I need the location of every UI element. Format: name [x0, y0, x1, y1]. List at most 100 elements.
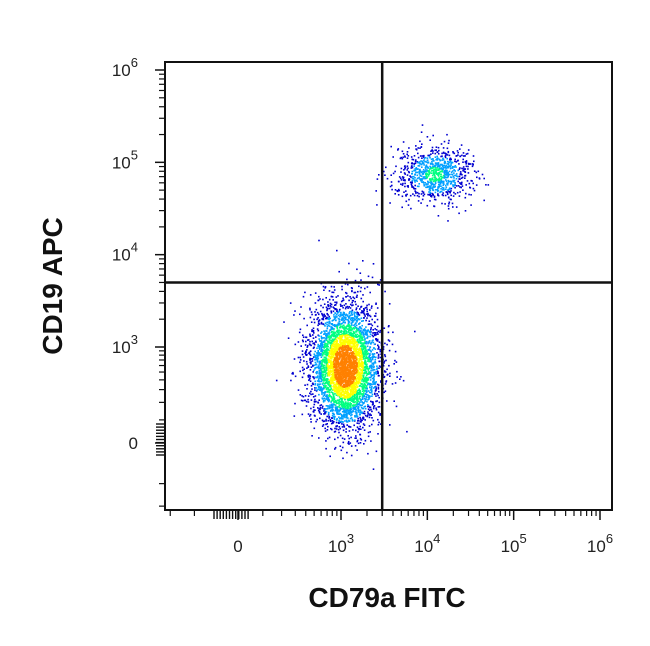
- event-point: [325, 420, 327, 422]
- event-point: [456, 150, 459, 152]
- event-point: [315, 308, 318, 311]
- event-point: [318, 411, 321, 413]
- event-point: [333, 431, 336, 433]
- event-point: [415, 179, 417, 181]
- event-point: [321, 425, 324, 427]
- event-point: [379, 414, 381, 416]
- event-point: [338, 324, 341, 326]
- event-point: [317, 365, 320, 367]
- event-point: [333, 328, 335, 330]
- event-point: [421, 190, 424, 193]
- event-point: [352, 429, 354, 431]
- event-point: [318, 372, 321, 374]
- event-point: [401, 206, 403, 209]
- event-point: [362, 402, 365, 404]
- event-point: [345, 431, 347, 433]
- event-point: [378, 365, 381, 367]
- event-point: [328, 350, 330, 352]
- event-point: [333, 289, 336, 291]
- event-point: [322, 375, 324, 378]
- event-point: [340, 417, 342, 420]
- event-point: [302, 369, 304, 372]
- event-point: [326, 323, 328, 326]
- event-point: [379, 350, 382, 353]
- event-point: [452, 151, 454, 153]
- event-point: [361, 320, 363, 322]
- event-point: [359, 442, 362, 444]
- event-point: [368, 398, 370, 400]
- event-point: [363, 406, 366, 408]
- event-point: [335, 375, 338, 378]
- event-point: [364, 358, 366, 360]
- event-point: [371, 340, 374, 342]
- event-point: [359, 401, 361, 404]
- event-point: [290, 379, 292, 382]
- event-point: [329, 302, 332, 305]
- event-point: [357, 417, 359, 420]
- event-point: [303, 368, 305, 370]
- event-point: [343, 326, 346, 328]
- event-point: [428, 191, 430, 193]
- event-point: [334, 372, 336, 374]
- event-point: [344, 345, 347, 347]
- event-point: [357, 341, 359, 344]
- event-point: [323, 351, 325, 353]
- event-point: [462, 152, 465, 154]
- event-point: [410, 183, 413, 186]
- event-point: [319, 354, 322, 357]
- event-point: [344, 318, 347, 320]
- event-point: [323, 330, 326, 333]
- event-point: [371, 401, 374, 403]
- event-point: [326, 345, 328, 348]
- event-point: [323, 343, 325, 346]
- event-point: [332, 393, 335, 396]
- event-point: [346, 380, 348, 382]
- event-point: [428, 154, 431, 157]
- event-point: [362, 380, 365, 383]
- event-point: [458, 178, 460, 180]
- event-point: [377, 355, 380, 357]
- event-point: [337, 428, 340, 431]
- event-point: [389, 375, 391, 377]
- event-point: [333, 385, 335, 387]
- event-point: [376, 318, 379, 321]
- event-point: [316, 380, 319, 382]
- event-point: [346, 341, 348, 344]
- event-point: [349, 383, 351, 385]
- event-point: [354, 326, 356, 329]
- event-point: [454, 182, 456, 184]
- event-point: [355, 353, 358, 356]
- event-point: [360, 412, 363, 414]
- event-point: [329, 353, 331, 355]
- event-point: [367, 452, 369, 455]
- event-point: [371, 305, 373, 307]
- event-point: [370, 440, 372, 442]
- event-point: [305, 405, 308, 407]
- event-point: [335, 428, 338, 430]
- event-point: [349, 334, 351, 336]
- event-point: [326, 415, 328, 418]
- event-point: [347, 319, 350, 321]
- event-point: [317, 317, 319, 319]
- event-point: [337, 370, 340, 373]
- event-point: [310, 362, 312, 365]
- event-point: [346, 421, 349, 423]
- event-point: [321, 391, 323, 393]
- event-point: [319, 366, 321, 368]
- event-point: [372, 380, 375, 382]
- event-point: [299, 370, 301, 373]
- event-point: [348, 367, 350, 369]
- event-point: [452, 151, 455, 154]
- event-point: [348, 393, 350, 395]
- event-point: [336, 425, 338, 427]
- event-point: [329, 389, 332, 391]
- event-point: [437, 190, 439, 193]
- event-point: [359, 391, 361, 393]
- event-point: [345, 371, 348, 374]
- event-point: [337, 311, 340, 313]
- event-point: [422, 195, 425, 197]
- event-point: [357, 305, 359, 307]
- event-point: [350, 385, 353, 388]
- event-point: [470, 194, 472, 196]
- event-point: [320, 340, 323, 342]
